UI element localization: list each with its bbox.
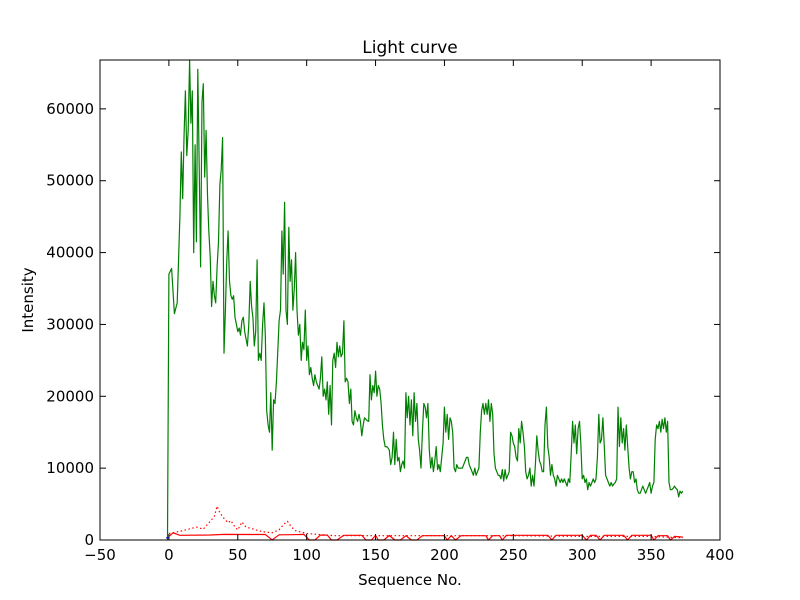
x-tick-label: 150 [361, 546, 390, 564]
x-tick-label: 400 [706, 546, 735, 564]
x-tick-label: 50 [228, 546, 247, 564]
x-tick-label: 100 [292, 546, 321, 564]
x-axis: −50 0 50 100 150 200 250 300 350 400 [84, 60, 734, 564]
plot-frame [99, 59, 721, 541]
chart-title: Light curve [362, 38, 457, 58]
y-tick-label: 40000 [46, 244, 94, 262]
x-tick-label: 250 [499, 546, 528, 564]
x-tick-label: 0 [164, 546, 174, 564]
y-axis-label: Intensity [19, 267, 37, 332]
series-line-1 [166, 59, 684, 541]
y-axis: 0 10000 20000 30000 40000 50000 60000 [46, 100, 720, 549]
y-tick-label: 10000 [46, 459, 94, 477]
series-line-3 [168, 532, 683, 541]
x-tick-label: 300 [568, 546, 597, 564]
y-tick-label: 30000 [46, 315, 94, 333]
y-tick-label: 50000 [46, 172, 94, 190]
x-tick-label: 200 [430, 546, 459, 564]
y-tick-label: 0 [84, 531, 94, 549]
x-tick-label: 350 [637, 546, 666, 564]
x-axis-label: Sequence No. [358, 571, 462, 589]
y-tick-label: 20000 [46, 387, 94, 405]
x-tick-label: −50 [84, 546, 116, 564]
y-tick-label: 60000 [46, 100, 94, 118]
